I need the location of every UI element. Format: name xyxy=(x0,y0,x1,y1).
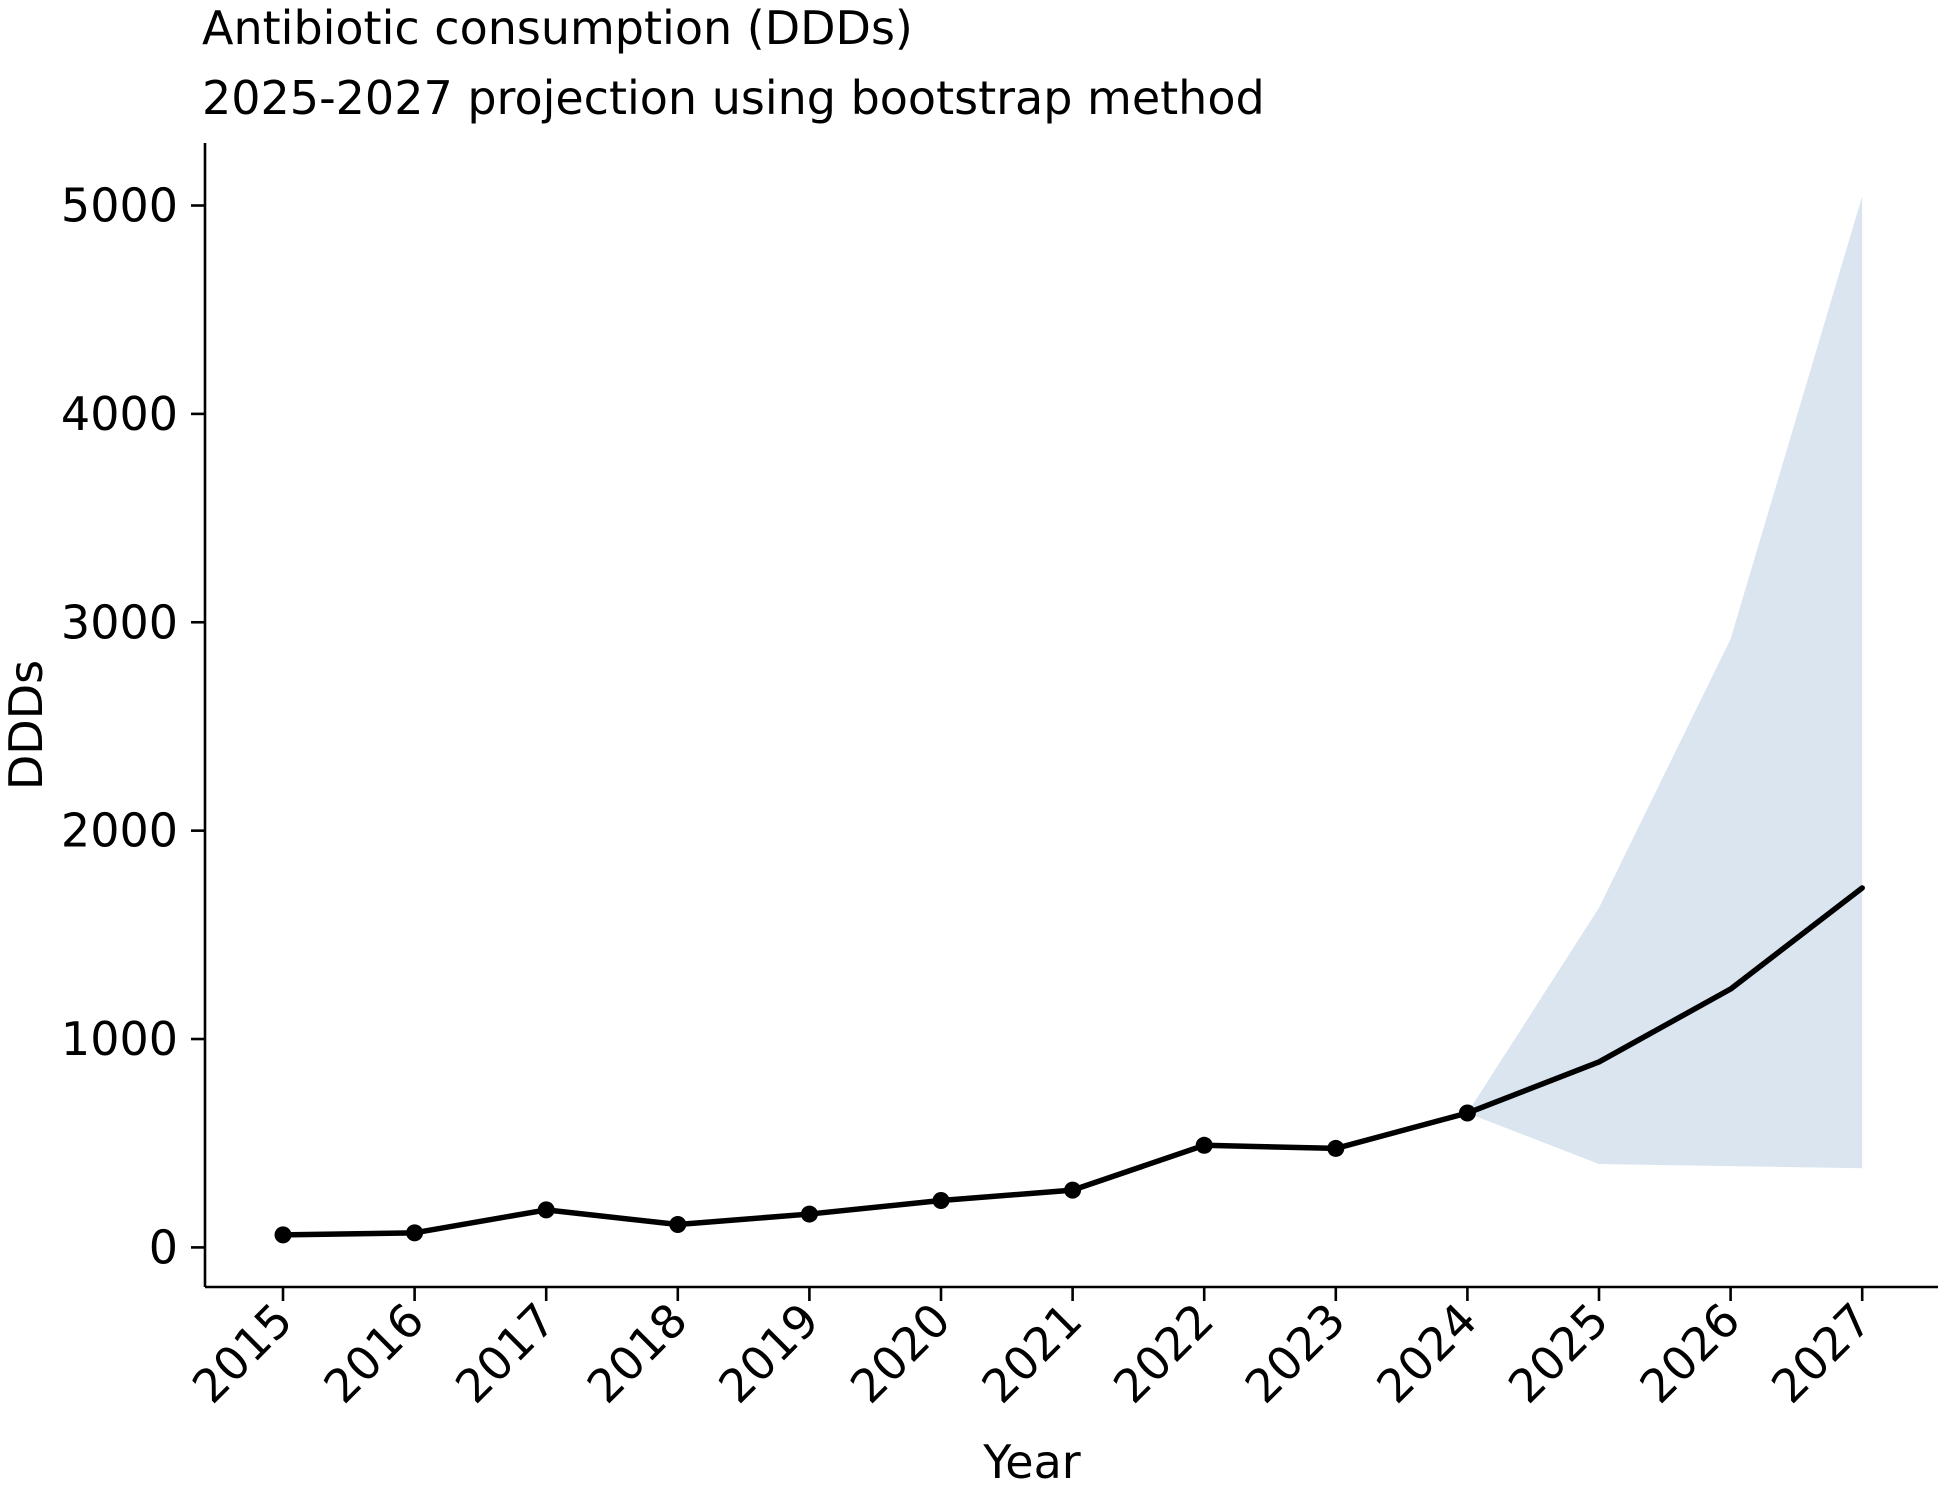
series-line-projection xyxy=(1464,885,1865,1116)
x-axis-label: Year xyxy=(982,1435,1080,1489)
y-ticks-group: 0 1000 2000 3000 4000 5000 xyxy=(61,179,205,1274)
series-line-observed xyxy=(280,1110,1471,1238)
x-tick-label-2026: 2026 xyxy=(1629,1293,1750,1414)
y-tick-label-5000: 5000 xyxy=(61,179,178,233)
data-point-2015 xyxy=(274,1226,292,1244)
series-lines-group xyxy=(280,885,1865,1238)
y-tick-label-3000: 3000 xyxy=(61,595,178,649)
data-point-2017 xyxy=(537,1201,555,1219)
y-tick-label-0: 0 xyxy=(149,1220,178,1274)
x-tick-label-2021: 2021 xyxy=(971,1293,1092,1414)
data-point-2022 xyxy=(1195,1136,1213,1154)
chart-title: Antibiotic consumption (DDDs) xyxy=(202,1,913,55)
data-points-group xyxy=(274,1104,1476,1244)
projection-band-group xyxy=(1467,196,1863,1169)
x-tick-label-2019: 2019 xyxy=(708,1293,829,1414)
data-point-2021 xyxy=(1064,1181,1082,1199)
y-tick-label-1000: 1000 xyxy=(61,1012,178,1066)
x-tick-label-2015: 2015 xyxy=(182,1293,303,1414)
data-point-2024 xyxy=(1458,1104,1476,1122)
data-point-2020 xyxy=(932,1192,950,1210)
x-tick-label-2017: 2017 xyxy=(445,1293,566,1414)
data-point-2023 xyxy=(1327,1139,1345,1157)
x-ticks-group: 2015 2016 2017 2018 2019 2020 2021 2022 2023 2024… xyxy=(182,1287,1882,1414)
x-tick-label-2027: 2027 xyxy=(1761,1293,1882,1414)
data-point-2016 xyxy=(406,1224,424,1242)
x-tick-label-2018: 2018 xyxy=(577,1293,698,1414)
data-point-2019 xyxy=(800,1205,818,1223)
y-tick-label-4000: 4000 xyxy=(61,387,178,441)
x-tick-label-2024: 2024 xyxy=(1366,1293,1487,1414)
x-tick-label-2016: 2016 xyxy=(313,1293,434,1414)
y-axis-label: DDDs xyxy=(0,660,53,790)
y-tick-label-2000: 2000 xyxy=(61,804,178,858)
data-point-2018 xyxy=(669,1215,687,1233)
projection-band xyxy=(1467,196,1863,1169)
x-tick-label-2023: 2023 xyxy=(1235,1293,1356,1414)
x-tick-label-2025: 2025 xyxy=(1498,1293,1619,1414)
chart-subtitle: 2025-2027 projection using bootstrap met… xyxy=(202,71,1265,125)
x-tick-label-2020: 2020 xyxy=(840,1293,961,1414)
x-tick-label-2022: 2022 xyxy=(1103,1293,1224,1414)
